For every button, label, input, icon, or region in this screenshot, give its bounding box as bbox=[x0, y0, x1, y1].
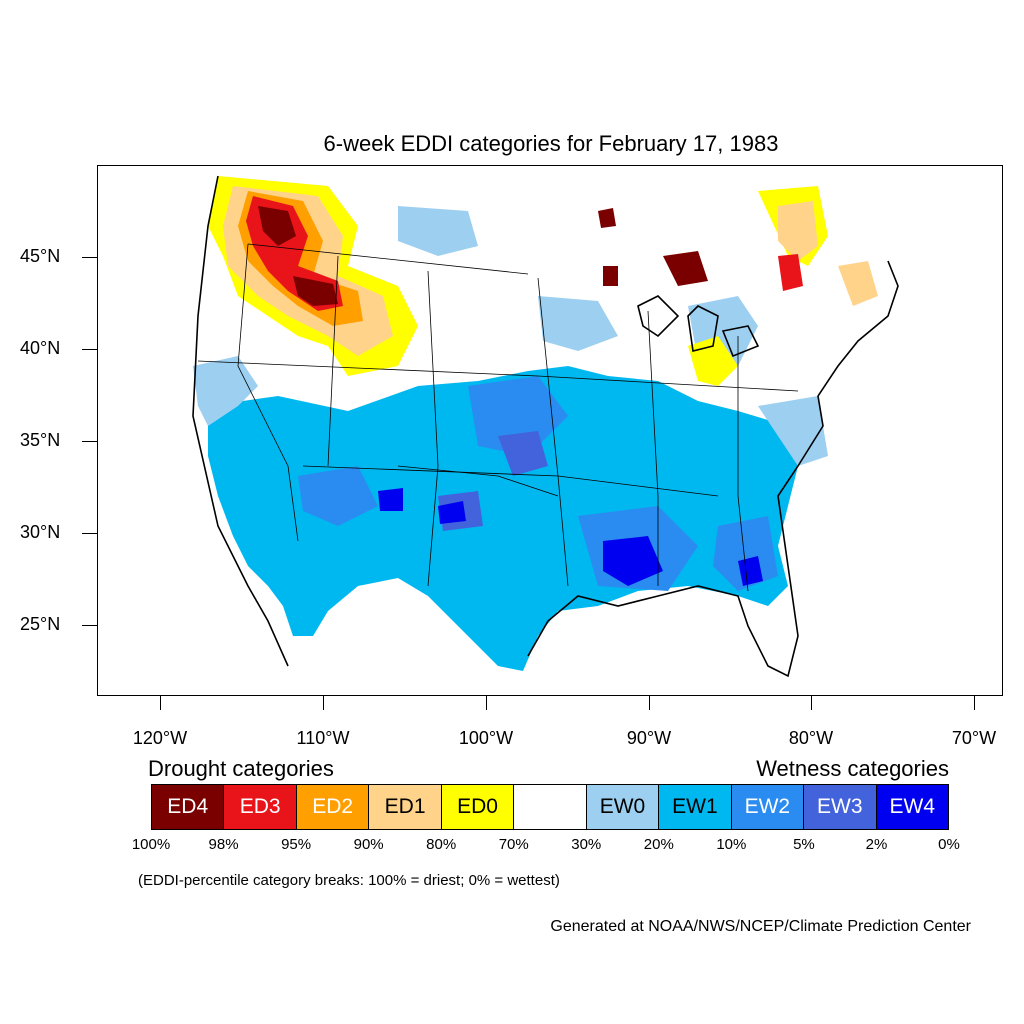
ed1-region bbox=[223, 186, 878, 356]
state-boundaries bbox=[197, 243, 799, 592]
drought-heading: Drought categories bbox=[148, 756, 334, 781]
legend-box-ew2: EW2 bbox=[731, 785, 805, 829]
percent-break-label: 10% bbox=[716, 836, 747, 853]
percent-break-label: 80% bbox=[426, 836, 457, 853]
lon-tick bbox=[811, 696, 812, 710]
percent-break-label: 20% bbox=[643, 836, 674, 853]
legend-box-ed1: ED1 bbox=[369, 785, 442, 829]
legend-box-ew4: EW4 bbox=[876, 785, 948, 829]
lat-tick bbox=[82, 533, 97, 534]
wetness-heading: Wetness categories bbox=[756, 756, 949, 781]
map-canvas bbox=[192, 175, 899, 691]
percent-break-label: 100% bbox=[131, 836, 171, 853]
lon-label-110w: 110°W bbox=[296, 728, 350, 748]
lon-label-70w: 70°W bbox=[951, 728, 997, 748]
legend-box-ew3: EW3 bbox=[804, 785, 877, 829]
ed4-region bbox=[258, 206, 708, 306]
ew1-region bbox=[208, 366, 798, 671]
lon-tick bbox=[486, 696, 487, 710]
map-title: 6-week EDDI categories for February 17, … bbox=[323, 131, 779, 156]
lon-label-120w: 120°W bbox=[132, 728, 188, 748]
percent-break-label: 5% bbox=[793, 836, 815, 853]
percent-break-label: 95% bbox=[281, 836, 312, 853]
percent-break-label: 98% bbox=[208, 836, 239, 853]
lon-label-80w: 80°W bbox=[788, 728, 834, 748]
legend-box-ew1: EW1 bbox=[659, 785, 732, 829]
lat-label-25: 25°N bbox=[20, 614, 61, 634]
legend-box-ed4: ED4 bbox=[152, 785, 225, 829]
percent-break-label: 70% bbox=[498, 836, 529, 853]
percent-break-label: 30% bbox=[571, 836, 602, 853]
lat-label-45: 45°N bbox=[20, 246, 61, 266]
credit-line: Generated at NOAA/NWS/NCEP/Climate Predi… bbox=[550, 918, 971, 935]
ew3-region bbox=[438, 431, 548, 531]
ed3-region bbox=[246, 196, 803, 311]
lat-tick bbox=[82, 257, 97, 258]
lon-label-100w: 100°W bbox=[458, 728, 514, 748]
lat-tick bbox=[82, 625, 97, 626]
legend-box-ew0: EW0 bbox=[586, 785, 660, 829]
lat-tick bbox=[82, 441, 97, 442]
lat-label-35: 35°N bbox=[20, 430, 61, 450]
lon-tick bbox=[160, 696, 161, 710]
percent-break-label: 90% bbox=[353, 836, 384, 853]
percent-break-label: 0% bbox=[938, 836, 960, 853]
legend-box-ed3: ED3 bbox=[224, 785, 297, 829]
ew0-region bbox=[193, 206, 828, 466]
lat-label-30: 30°N bbox=[20, 522, 61, 542]
lon-label-90w: 90°W bbox=[626, 728, 672, 748]
lat-label-40: 40°N bbox=[20, 338, 61, 358]
category-legend: ED4 ED3 ED2 ED1 ED0 EW0 EW1 EW2 EW3 EW4 bbox=[151, 784, 949, 830]
coastlines bbox=[192, 175, 899, 678]
breaks-note: (EDDI-percentile category breaks: 100% =… bbox=[138, 872, 560, 889]
legend-box-neutral bbox=[514, 785, 587, 829]
lon-tick bbox=[974, 696, 975, 710]
lon-tick bbox=[323, 696, 324, 710]
legend-box-ed0: ED0 bbox=[441, 785, 515, 829]
legend-box-ed2: ED2 bbox=[296, 785, 370, 829]
eddi-map bbox=[97, 165, 1003, 696]
lon-tick bbox=[649, 696, 650, 710]
lat-tick bbox=[82, 349, 97, 350]
percent-break-label: 2% bbox=[865, 836, 888, 853]
